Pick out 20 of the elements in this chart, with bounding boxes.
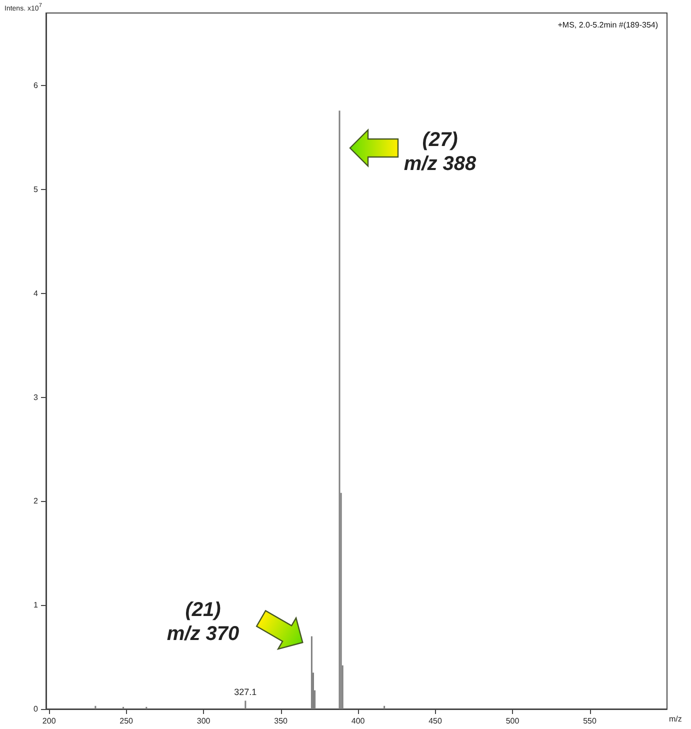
y-tick-label: 3 — [34, 392, 39, 402]
x-tick-label: 300 — [196, 716, 211, 726]
x-tick-label: 550 — [583, 716, 597, 726]
y-tick-label: 6 — [34, 81, 39, 90]
x-tick-label: 250 — [120, 716, 134, 726]
x-tick-label: 400 — [351, 716, 366, 726]
y-tick-label: 5 — [34, 185, 39, 194]
x-tick-label: 200 — [42, 716, 56, 726]
y-tick-label: 0 — [34, 704, 39, 714]
x-axis-title: m/z — [669, 714, 682, 724]
x-tick-label: 500 — [506, 716, 520, 726]
y-tick-label: 2 — [34, 496, 39, 506]
text: +MS, 2.0-5.2min #(189-354) — [558, 20, 658, 30]
annotation: 327.1 — [234, 687, 257, 698]
annotation: (27) m/z 388 — [404, 129, 478, 175]
y-tick-label: 1 — [34, 600, 39, 610]
annotation: (21) m/z 370 — [166, 599, 240, 645]
y-tick-label: 4 — [34, 288, 39, 298]
x-tick-label: 450 — [428, 716, 442, 726]
x-tick-label: 350 — [274, 716, 288, 726]
